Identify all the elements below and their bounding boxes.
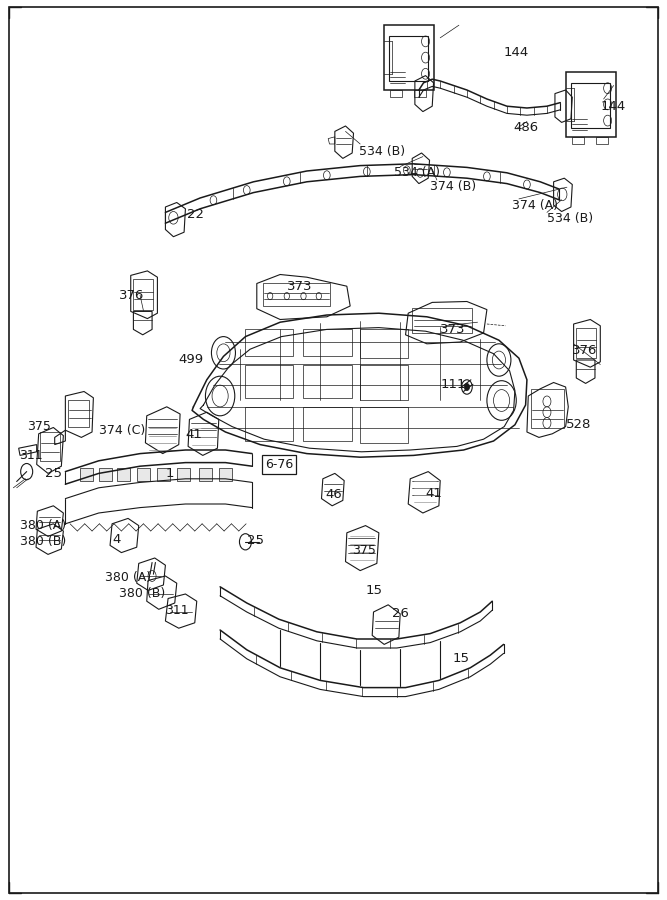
Text: 26: 26 xyxy=(392,608,409,620)
Bar xyxy=(245,407,293,441)
Bar xyxy=(219,468,232,481)
Text: 373: 373 xyxy=(287,280,312,292)
Bar xyxy=(133,279,153,310)
Bar xyxy=(389,36,428,81)
Bar xyxy=(40,432,60,461)
Bar xyxy=(177,468,190,481)
Bar xyxy=(199,468,212,481)
Bar xyxy=(412,308,472,333)
Text: 380 (A): 380 (A) xyxy=(105,572,151,584)
Bar xyxy=(531,389,564,428)
Bar xyxy=(384,25,434,90)
Text: 380 (A): 380 (A) xyxy=(20,519,66,532)
Text: 534 (A): 534 (A) xyxy=(394,166,440,179)
Bar xyxy=(360,329,408,358)
Text: 380 (B): 380 (B) xyxy=(20,536,66,548)
Text: 4: 4 xyxy=(112,533,121,545)
Bar xyxy=(99,468,112,481)
Text: 46: 46 xyxy=(325,488,342,500)
Bar xyxy=(576,328,596,358)
Text: 144: 144 xyxy=(600,100,626,112)
Bar xyxy=(117,468,130,481)
Text: 41: 41 xyxy=(426,487,442,500)
Text: 22: 22 xyxy=(187,208,203,220)
Text: 373: 373 xyxy=(440,323,466,336)
Bar xyxy=(245,329,293,356)
Text: 380 (B): 380 (B) xyxy=(119,588,165,600)
Text: 486: 486 xyxy=(514,122,539,134)
Text: 144: 144 xyxy=(504,46,529,58)
Text: 15: 15 xyxy=(452,652,469,665)
Text: 111: 111 xyxy=(440,378,466,391)
Bar xyxy=(360,407,408,443)
Text: 25: 25 xyxy=(45,467,62,480)
Text: 375: 375 xyxy=(352,544,376,557)
Text: 374 (A): 374 (A) xyxy=(512,199,558,212)
Text: 375: 375 xyxy=(27,420,51,433)
Text: 25: 25 xyxy=(247,534,263,546)
Bar xyxy=(303,365,352,398)
Bar xyxy=(157,468,170,481)
Text: 311: 311 xyxy=(19,449,42,462)
Bar xyxy=(263,283,330,306)
Bar xyxy=(137,468,150,481)
Bar xyxy=(68,400,89,427)
Text: 374 (C): 374 (C) xyxy=(99,424,145,436)
Text: 1: 1 xyxy=(165,467,174,480)
Text: 499: 499 xyxy=(179,353,204,365)
Text: 311: 311 xyxy=(165,604,189,617)
Text: 376: 376 xyxy=(119,289,144,302)
Bar xyxy=(571,83,610,128)
Bar xyxy=(303,407,352,441)
Bar xyxy=(360,365,408,400)
Bar xyxy=(80,468,93,481)
Bar xyxy=(303,329,352,356)
Text: 534 (B): 534 (B) xyxy=(359,145,405,158)
Text: 528: 528 xyxy=(566,418,591,431)
Circle shape xyxy=(464,383,470,391)
Text: 376: 376 xyxy=(572,345,598,357)
Text: 41: 41 xyxy=(185,428,202,441)
Text: 6-76: 6-76 xyxy=(265,458,293,471)
Text: 374 (B): 374 (B) xyxy=(430,180,476,193)
Bar xyxy=(566,72,616,137)
Text: 15: 15 xyxy=(366,584,382,597)
Bar xyxy=(245,365,293,398)
Text: 534 (B): 534 (B) xyxy=(547,212,593,225)
